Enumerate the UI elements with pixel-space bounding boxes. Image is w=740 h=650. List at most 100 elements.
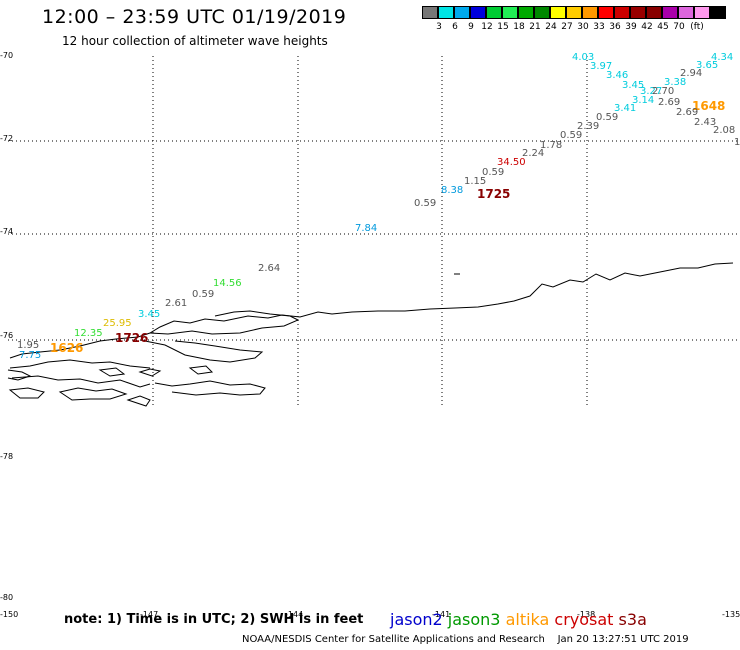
legend-label: 21 bbox=[529, 22, 541, 32]
legend-swatch bbox=[630, 6, 646, 19]
satellite-name: altika bbox=[505, 610, 555, 629]
wave-height-value: 34.50 bbox=[497, 157, 526, 168]
map-subtitle: 12 hour collection of altimeter wave hei… bbox=[62, 34, 328, 48]
legend-label: 42 bbox=[641, 22, 653, 32]
wave-height-value: 3.45 bbox=[138, 309, 160, 320]
latitude-label: -80 bbox=[0, 593, 13, 602]
wave-height-value: 7.75 bbox=[19, 350, 41, 361]
wave-height-value: 3.27 bbox=[640, 86, 662, 97]
coastline-segment bbox=[8, 387, 45, 399]
coastline-segment bbox=[139, 339, 264, 363]
legend-label: 36 bbox=[609, 22, 621, 32]
coastline-segment bbox=[154, 380, 266, 396]
wave-height-value: 2.24 bbox=[522, 148, 544, 159]
longitude-label: -138 bbox=[577, 610, 595, 619]
wave-height-value: 2.70 bbox=[652, 86, 674, 97]
satellite-name: cryosat bbox=[554, 610, 619, 629]
wave-height-value: 3.41 bbox=[614, 103, 636, 114]
wave-height-value: 7.84 bbox=[355, 223, 377, 234]
legend-swatch bbox=[646, 6, 662, 19]
legend-label: 3 bbox=[436, 22, 442, 32]
longitude-label: -135 bbox=[722, 610, 740, 619]
pass-time-label: 1725 bbox=[477, 187, 510, 201]
satellite-key: jason2 jason3 altika cryosat s3a bbox=[390, 610, 647, 629]
wave-height-value: 1.15 bbox=[464, 176, 486, 187]
legend-label: 9 bbox=[468, 22, 474, 32]
wave-height-value: 2.69 bbox=[676, 107, 698, 118]
wave-height-value: 2.61 bbox=[165, 298, 187, 309]
coastline bbox=[7, 262, 734, 407]
wave-height-value: 14.56 bbox=[213, 278, 242, 289]
axis-labels: -70 -72 -74 -76 -78 -80 -150 -147 -144 -141 -138 -1… bbox=[0, 51, 740, 619]
legend-swatch bbox=[566, 6, 582, 19]
longitude-label: -147 bbox=[140, 610, 158, 619]
lat-lon-grid bbox=[8, 56, 740, 408]
wave-height-value: 2.64 bbox=[258, 263, 280, 274]
wave-height-value: 1.78 bbox=[540, 140, 562, 151]
coastline-segment bbox=[11, 375, 151, 388]
credit-line: NOAA/NESDIS Center for Satellite Applica… bbox=[242, 634, 689, 645]
legend-label: 27 bbox=[561, 22, 573, 32]
legend-swatch bbox=[710, 6, 726, 19]
legend-swatch bbox=[614, 6, 630, 19]
legend-swatch bbox=[662, 6, 678, 19]
wave-height-value: 3.14 bbox=[632, 95, 654, 106]
wave-height-value: 2.69 bbox=[658, 97, 680, 108]
satellite-name: jason3 bbox=[447, 610, 506, 629]
legend-swatch bbox=[470, 6, 486, 19]
legend-label: 39 bbox=[625, 22, 637, 32]
legend-label: 15 bbox=[497, 22, 509, 32]
coastline-segment bbox=[58, 387, 128, 401]
wave-height-value: 1.95 bbox=[17, 340, 39, 351]
coastline-segment bbox=[149, 310, 300, 335]
wave-height-value: 25.95 bbox=[103, 318, 132, 329]
legend-label: 33 bbox=[593, 22, 605, 32]
legend-swatch bbox=[598, 6, 614, 19]
legend-swatch bbox=[582, 6, 598, 19]
legend-swatch bbox=[678, 6, 694, 19]
wave-height-value: 3.65 bbox=[696, 60, 718, 71]
wave-height-value: 0.59 bbox=[192, 289, 214, 300]
coastline-segment bbox=[9, 262, 734, 359]
longitude-label: -141 bbox=[432, 610, 450, 619]
legend-swatch bbox=[438, 6, 454, 19]
wave-height-value: 2.08 bbox=[713, 125, 735, 136]
wave-height-value: 12.35 bbox=[74, 328, 103, 339]
legend-label: 45 bbox=[657, 22, 669, 32]
wave-height-value: 0.59 bbox=[560, 130, 582, 141]
footer-note: note: 1) Time is in UTC; 2) SWH is in fe… bbox=[64, 612, 364, 627]
wave-height-value: 2.43 bbox=[694, 117, 716, 128]
wave-height-value: 3.97 bbox=[590, 61, 612, 72]
wave-height-value: 2.94 bbox=[680, 68, 702, 79]
pass-time-label: 1648 bbox=[692, 99, 725, 113]
legend-label: 70 bbox=[673, 22, 685, 32]
wave-height-value: 0.59 bbox=[414, 198, 436, 209]
satellite-name: s3a bbox=[618, 610, 647, 629]
wave-height-value: 3.46 bbox=[606, 70, 628, 81]
latitude-label: -76 bbox=[0, 331, 13, 340]
latitude-label: -74 bbox=[0, 227, 13, 236]
wave-height-value: 4.03 bbox=[572, 52, 594, 63]
wave-height-observations: 4.033.97 4.343.65 3.46 2.94 3.45 3.383.272.70… bbox=[17, 52, 740, 361]
legend-swatch bbox=[422, 6, 438, 19]
map-title: 12:00 – 23:59 UTC 01/19/2019 bbox=[42, 6, 347, 28]
coastline-segment bbox=[7, 369, 32, 381]
legend-swatch bbox=[550, 6, 566, 19]
longitude-label: -150 bbox=[0, 610, 18, 619]
wave-height-value: 1 bbox=[734, 137, 740, 148]
legend-label: 12 bbox=[481, 22, 493, 32]
latitude-label: -72 bbox=[0, 134, 13, 143]
legend-swatch bbox=[502, 6, 518, 19]
coastline-segment bbox=[188, 365, 214, 375]
legend-label: (ft) bbox=[690, 22, 704, 32]
legend-swatch bbox=[534, 6, 550, 19]
legend-swatch bbox=[486, 6, 502, 19]
wave-height-value: 4.34 bbox=[711, 52, 733, 63]
wave-height-value: 8.38 bbox=[441, 185, 463, 196]
latitude-label: -70 bbox=[0, 51, 13, 60]
latitude-label: -78 bbox=[0, 452, 13, 461]
pass-time-label: 1626 bbox=[50, 341, 83, 355]
wave-height-value: 3.38 bbox=[664, 77, 686, 88]
wave-height-value: 3.45 bbox=[622, 80, 644, 91]
